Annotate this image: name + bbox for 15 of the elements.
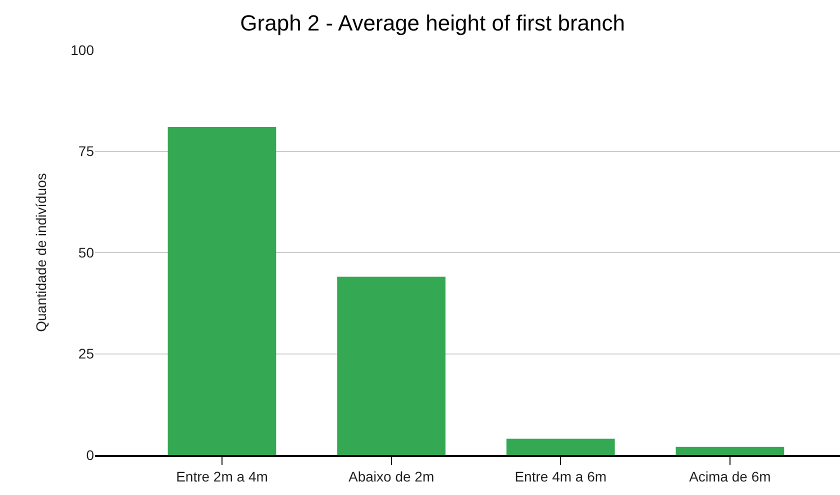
x-tick-label: Acima de 6m	[689, 468, 771, 485]
y-tick-label: 75	[78, 143, 94, 160]
y-tick-label: 100	[70, 42, 94, 58]
y-tick-label: 0	[86, 446, 94, 463]
x-tick-label: Entre 4m a 6m	[514, 468, 607, 485]
bar	[168, 126, 276, 455]
y-tick-label: 25	[78, 346, 94, 362]
y-axis-title: Quantidade de indivíduos	[33, 173, 50, 332]
bar	[337, 276, 446, 455]
y-tick-label: 50	[78, 244, 94, 260]
x-tick-label: Entre 2m a 4m	[176, 468, 268, 485]
bar	[506, 438, 615, 455]
chart-title: Graph 2 - Average height of first branch	[240, 10, 626, 36]
bar	[676, 446, 784, 455]
x-tick-label: Abaixo de 2m	[348, 468, 434, 485]
